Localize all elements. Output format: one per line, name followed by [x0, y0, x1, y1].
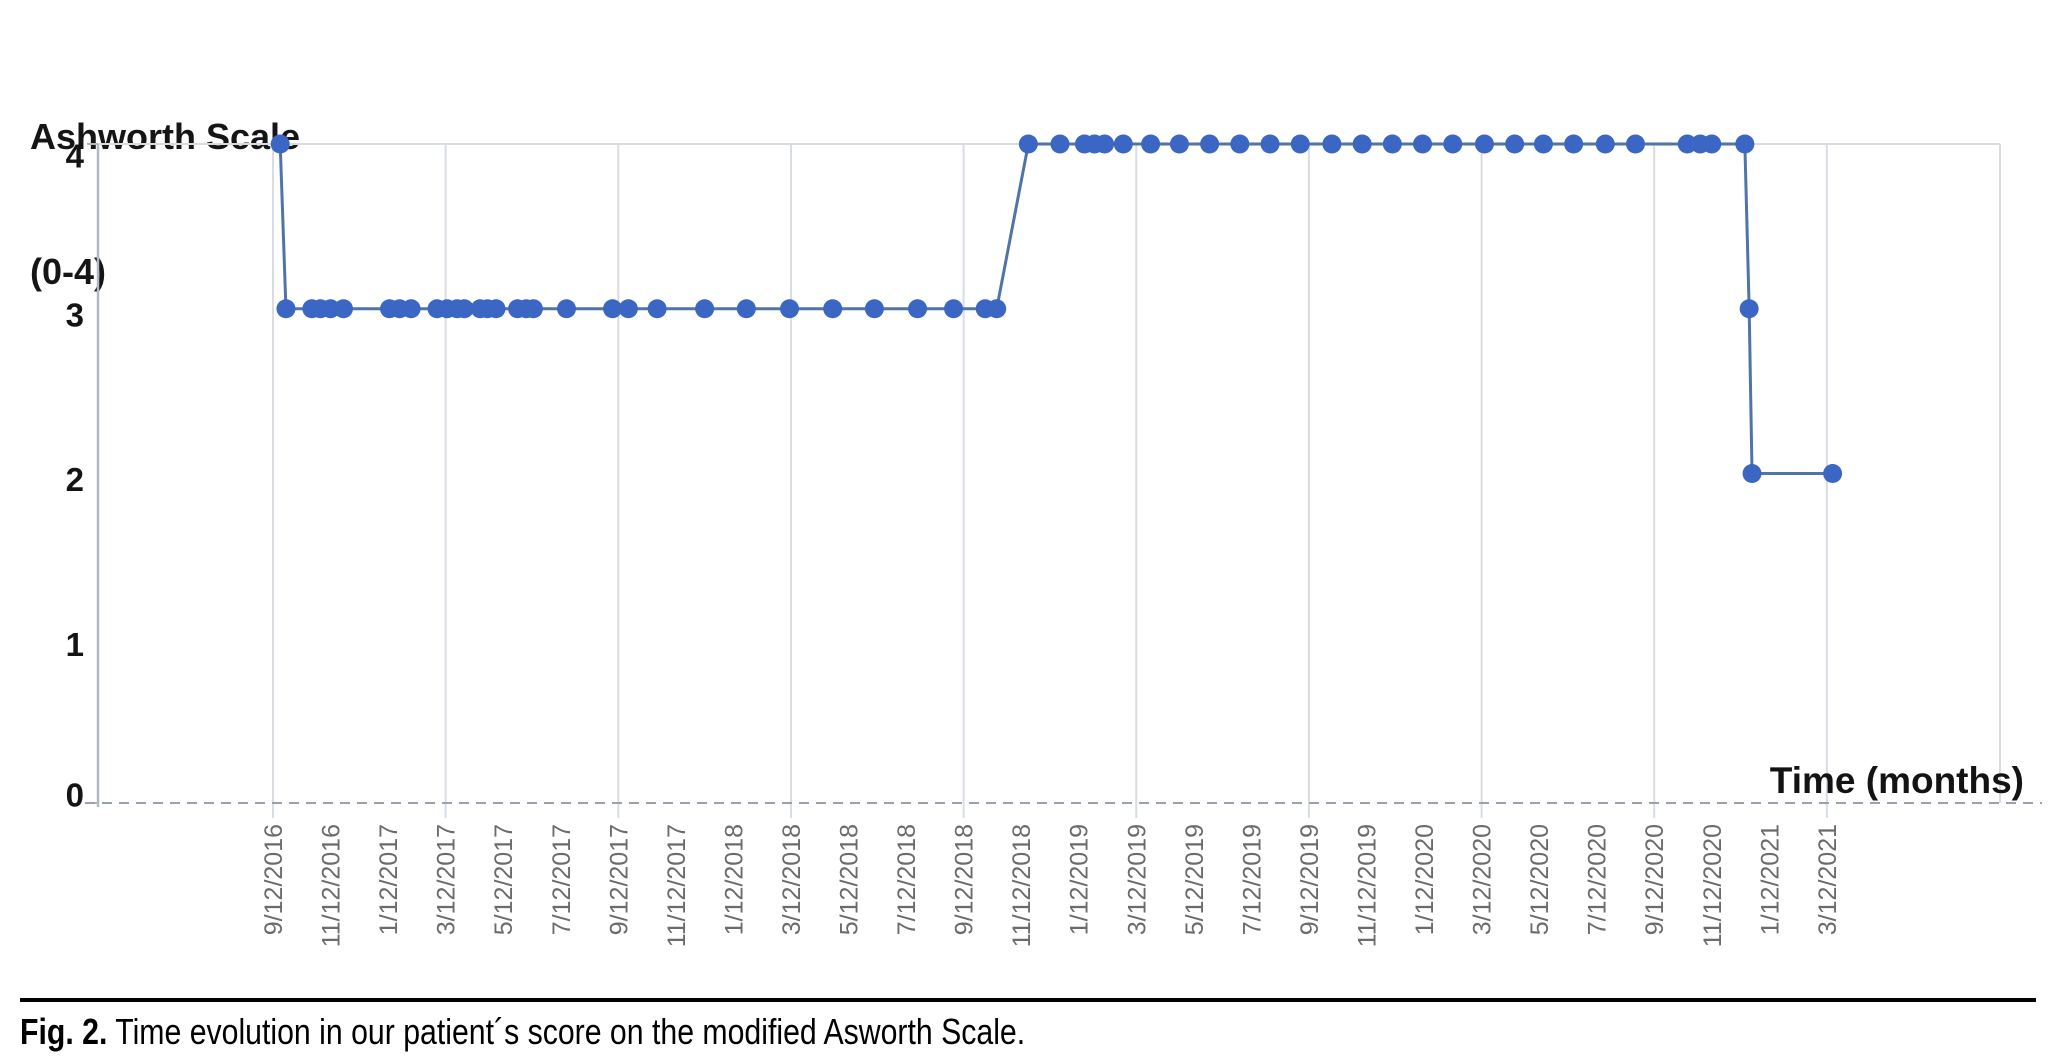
x-tick-label: 11/12/2020 — [1699, 824, 1727, 947]
x-tick-label: 5/12/2018 — [836, 824, 864, 935]
data-point — [1352, 134, 1372, 154]
data-point — [1739, 299, 1759, 319]
x-tick-label: 11/12/2019 — [1353, 824, 1381, 947]
data-point — [270, 134, 290, 154]
data-point — [1413, 134, 1433, 154]
data-point — [864, 299, 884, 319]
x-tick-label: 3/12/2018 — [778, 824, 806, 935]
x-tick-label: 3/12/2017 — [433, 824, 461, 935]
data-point — [401, 299, 421, 319]
caption-figure-number: Fig. 2. — [20, 1011, 108, 1052]
y-axis — [85, 143, 100, 807]
data-point — [695, 299, 715, 319]
y-tick-label: 2 — [66, 461, 84, 498]
data-point — [987, 299, 1007, 319]
data-point — [647, 299, 667, 319]
data-point — [557, 299, 577, 319]
x-tick-label: 9/12/2016 — [260, 824, 288, 935]
data-point — [1625, 134, 1645, 154]
data-point — [1702, 134, 1722, 154]
x-tick-label: 1/12/2018 — [720, 824, 748, 935]
x-tick-label: 7/12/2017 — [548, 824, 576, 935]
y-tick-label: 0 — [66, 777, 84, 814]
data-point — [908, 299, 928, 319]
x-tick-label: 5/12/2020 — [1526, 824, 1554, 935]
y-tick-label: 1 — [66, 626, 84, 663]
data-point — [618, 299, 638, 319]
x-tick-label: 11/12/2018 — [1008, 824, 1036, 947]
x-tick-labels: 9/12/2016 11/12/2016 1/12/2017 3/12/2017 5/1… — [260, 824, 1842, 947]
data-point — [1260, 134, 1280, 154]
data-point — [1533, 134, 1553, 154]
data-point — [1595, 134, 1615, 154]
x-tick-label: 11/12/2016 — [318, 824, 346, 947]
data-point — [1742, 464, 1762, 483]
data-point — [1474, 134, 1494, 154]
data-point — [1200, 134, 1220, 154]
data-point — [486, 299, 506, 319]
data-point — [1382, 134, 1402, 154]
data-point — [944, 299, 964, 319]
y-tick-labels: 0 1 2 3 4 — [66, 138, 85, 814]
data-point — [823, 299, 843, 319]
data-point — [603, 299, 623, 319]
ashworth-scale-line-chart: 9/12/2016 11/12/2016 1/12/2017 3/12/2017 5/1… — [66, 134, 2042, 947]
x-tick-label: 1/12/2017 — [375, 824, 403, 935]
caption-text: Time evolution in our patient´s score on… — [107, 1011, 1026, 1052]
data-point — [780, 299, 800, 319]
x-tick-label: 1/12/2019 — [1066, 824, 1094, 935]
data-point — [1141, 134, 1161, 154]
data-point — [454, 299, 474, 319]
x-tick-label: 3/12/2021 — [1814, 824, 1842, 935]
x-tick-label: 7/12/2020 — [1584, 824, 1612, 935]
data-point — [1564, 134, 1584, 154]
x-tick-label: 9/12/2020 — [1641, 824, 1669, 935]
data-point — [523, 299, 543, 319]
x-tick-label: 9/12/2018 — [951, 824, 979, 935]
data-point — [1290, 134, 1310, 154]
data-point — [1443, 134, 1463, 154]
x-tick-label: 1/12/2021 — [1756, 824, 1784, 935]
x-tick-label: 7/12/2018 — [893, 824, 921, 935]
x-tick-label: 5/12/2019 — [1181, 824, 1209, 935]
data-point — [333, 299, 353, 319]
x-tick-label: 7/12/2019 — [1238, 824, 1266, 935]
data-point — [1823, 464, 1843, 483]
x-tick-label: 11/12/2017 — [663, 824, 691, 947]
y-axis-title-line2: (0-4) — [30, 251, 107, 292]
data-point — [1018, 134, 1038, 154]
x-tick-label: 9/12/2017 — [605, 824, 633, 935]
x-axis-title: Time (months) — [1769, 760, 2024, 801]
data-point — [1322, 134, 1342, 154]
x-tick-label: 3/12/2020 — [1469, 824, 1497, 935]
data-point — [1230, 134, 1250, 154]
data-point — [736, 299, 756, 319]
data-point — [1735, 134, 1755, 154]
data-point — [1505, 134, 1525, 154]
data-point — [1113, 134, 1133, 154]
x-tick-label: 9/12/2019 — [1296, 824, 1324, 935]
y-tick-label: 4 — [66, 138, 85, 175]
data-point — [1050, 134, 1070, 154]
series-markers — [270, 134, 1843, 483]
x-tick-label: 3/12/2019 — [1123, 824, 1151, 935]
data-point — [1095, 134, 1115, 154]
data-point — [1169, 134, 1189, 154]
gridlines — [98, 143, 2001, 818]
data-point — [276, 299, 296, 319]
figure-caption: Fig. 2. Time evolution in our patient´s … — [20, 998, 2036, 1053]
caption-divider — [20, 998, 2036, 1002]
x-tick-label: 1/12/2020 — [1411, 824, 1439, 935]
x-tick-label: 5/12/2017 — [490, 824, 518, 935]
y-tick-label: 3 — [66, 296, 84, 333]
